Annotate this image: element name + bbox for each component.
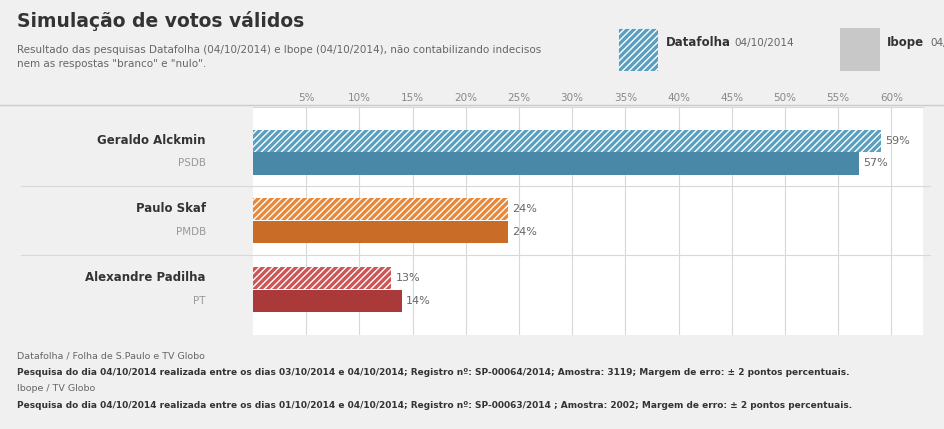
Text: 59%: 59% <box>885 136 910 145</box>
Text: Alexandre Padilha: Alexandre Padilha <box>85 271 206 284</box>
Bar <box>253 221 508 243</box>
Text: 14%: 14% <box>406 296 431 306</box>
Text: Resultado das pesquisas Datafolha (04/10/2014) e Ibope (04/10/2014), não contabi: Resultado das pesquisas Datafolha (04/10… <box>17 45 541 69</box>
Text: 24%: 24% <box>513 205 537 214</box>
Bar <box>253 290 402 312</box>
Text: Ibope / TV Globo: Ibope / TV Globo <box>17 384 95 393</box>
Bar <box>253 152 859 175</box>
Text: Ibope: Ibope <box>887 36 924 49</box>
Bar <box>253 130 881 151</box>
Text: Geraldo Alckmin: Geraldo Alckmin <box>97 133 206 147</box>
Text: 24%: 24% <box>513 227 537 237</box>
Text: Pesquisa do dia 04/10/2014 realizada entre os dias 01/10/2014 e 04/10/2014; Regi: Pesquisa do dia 04/10/2014 realizada ent… <box>17 401 852 410</box>
Text: 57%: 57% <box>864 158 888 169</box>
Text: 13%: 13% <box>396 273 420 284</box>
Text: Pesquisa do dia 04/10/2014 realizada entre os dias 03/10/2014 e 04/10/2014; Regi: Pesquisa do dia 04/10/2014 realizada ent… <box>17 368 850 377</box>
Text: PT: PT <box>194 296 206 306</box>
Text: Datafolha: Datafolha <box>666 36 731 49</box>
Bar <box>253 199 508 221</box>
Text: Simulação de votos válidos: Simulação de votos válidos <box>17 11 304 31</box>
Text: 04/10/2014: 04/10/2014 <box>931 38 944 48</box>
Text: Paulo Skaf: Paulo Skaf <box>136 202 206 215</box>
Text: Datafolha / Folha de S.Paulo e TV Globo: Datafolha / Folha de S.Paulo e TV Globo <box>17 352 205 361</box>
Bar <box>253 267 392 290</box>
Text: 04/10/2014: 04/10/2014 <box>734 38 794 48</box>
Text: PSDB: PSDB <box>177 158 206 168</box>
Text: PMDB: PMDB <box>176 227 206 237</box>
